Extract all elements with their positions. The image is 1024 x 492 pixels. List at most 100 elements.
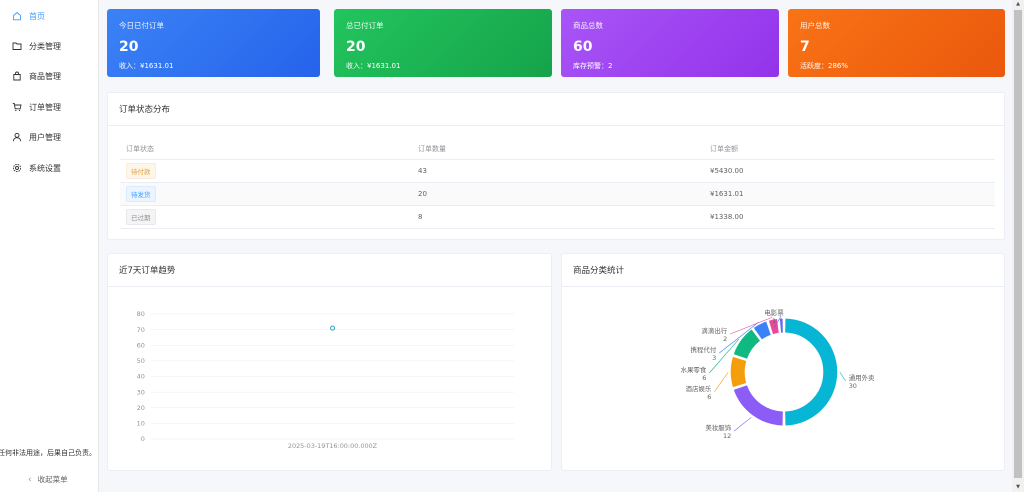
sidebar-item-label: 订单管理 (29, 102, 61, 112)
panel-title: 商品分类统计 (562, 254, 1004, 287)
slice-label: 美妆服饰 (705, 423, 731, 432)
y-tick-label: 70 (137, 326, 145, 334)
scroll-up-arrow-icon[interactable]: ▲ (1016, 1, 1020, 7)
stat-sub: 活跃度：286% (800, 62, 849, 70)
donut-slice[interactable] (784, 317, 839, 427)
sidebar-item-home[interactable]: 首页 (0, 6, 99, 26)
slice-label: 通用外卖 (849, 373, 875, 382)
donut-slice[interactable] (732, 328, 762, 360)
stat-title: 今日已付订单 (119, 21, 164, 30)
slice-value: 2 (723, 335, 727, 343)
stat-value: 60 (573, 39, 593, 55)
user-icon (12, 132, 22, 142)
order-amount: ¥1338.00 (710, 213, 744, 221)
gear-icon (12, 163, 22, 173)
donut-slice[interactable] (729, 355, 748, 389)
scroll-down-arrow-icon[interactable]: ▼ (1016, 484, 1020, 490)
vertical-scrollbar[interactable]: ▲ ▼ (1012, 0, 1024, 492)
order-trend-panel: 近7天订单趋势 0 10 20 30 40 50 60 70 80 2025-03-19T16:0… (107, 253, 552, 471)
sidebar-item-label: 分类管理 (29, 41, 61, 51)
table-row: 待付款 43 ¥5430.00 (120, 160, 995, 183)
donut-slice[interactable] (732, 384, 784, 427)
sidebar-item-settings[interactable]: 系统设置 (0, 158, 99, 178)
y-tick-label: 10 (137, 420, 145, 428)
table-header: 订单状态 订单数量 订单金额 (120, 138, 995, 160)
collapse-menu-label: 收起菜单 (37, 475, 68, 484)
label-line (773, 315, 782, 329)
slice-label: 滴滴出行 (701, 326, 727, 335)
folder-icon (12, 41, 22, 51)
y-tick-label: 50 (137, 357, 145, 365)
slice-value: 30 (849, 382, 857, 390)
cart-icon (12, 102, 22, 112)
order-status-panel: 订单状态分布 订单状态 订单数量 订单金额 待付款 43 ¥5430.00 待发… (107, 92, 1005, 240)
column-header: 订单数量 (418, 144, 446, 153)
label-line (734, 417, 752, 432)
slice-value: 6 (707, 393, 711, 401)
data-point[interactable] (329, 325, 336, 331)
stat-title: 用户总数 (800, 21, 830, 30)
home-icon (12, 11, 22, 21)
stat-title: 商品总数 (573, 21, 603, 30)
donut-slice[interactable] (767, 317, 780, 336)
stat-card-total-products: 商品总数 60 库存预警：2 (561, 9, 779, 77)
order-amount: ¥5430.00 (710, 167, 744, 175)
order-trend-chart[interactable]: 0 10 20 30 40 50 60 70 80 2025-03-19T16:00:00.000… (108, 288, 551, 471)
donut-slice[interactable] (752, 320, 772, 341)
stat-value: 20 (119, 39, 139, 55)
status-badge: 已过期 (126, 209, 156, 225)
y-tick-label: 60 (137, 341, 145, 349)
sidebar-item-users[interactable]: 用户管理 (0, 127, 99, 147)
stat-title: 总已付订单 (346, 21, 384, 30)
donut-slice[interactable] (778, 317, 784, 334)
stat-sub: 库存预警：2 (573, 62, 613, 70)
sidebar-item-categories[interactable]: 分类管理 (0, 36, 99, 56)
collapse-menu-button[interactable]: ‹ 收起菜单 (28, 474, 68, 485)
sidebar: 首页 分类管理 商品管理 订单管理 用户管理 系统设置 任何非法用途，后果自己负… (0, 0, 99, 492)
sidebar-item-label: 用户管理 (29, 132, 61, 142)
slice-label: 酒店娱乐 (685, 384, 711, 393)
stat-value: 7 (800, 39, 810, 55)
sidebar-item-products[interactable]: 商品管理 (0, 66, 99, 86)
status-badge: 待付款 (126, 163, 156, 179)
slice-label: 电影票 (764, 308, 784, 317)
y-tick-label: 40 (137, 373, 145, 381)
category-stats-panel: 商品分类统计 通用外卖 30 美妆服饰 12 酒店娱乐 6 水果零食 6 携程代付 3 滴滴出行 2 电… (561, 253, 1005, 471)
label-line (714, 371, 729, 393)
order-count: 8 (418, 213, 423, 221)
sidebar-item-label: 系统设置 (29, 163, 61, 173)
label-line (839, 371, 846, 382)
slice-value: 6 (702, 374, 706, 382)
order-status-table: 订单状态 订单数量 订单金额 待付款 43 ¥5430.00 待发货 20 ¥1… (120, 138, 995, 229)
label-line (709, 338, 740, 374)
table-row: 待发货 20 ¥1631.01 (120, 183, 995, 206)
table-row: 已过期 8 ¥1338.00 (120, 206, 995, 229)
y-tick-label: 30 (137, 388, 145, 396)
sidebar-item-label: 首页 (29, 11, 45, 21)
y-tick-label: 80 (137, 310, 145, 318)
panel-title: 近7天订单趋势 (108, 254, 551, 287)
stat-sub: 收入：¥1631.01 (119, 62, 174, 70)
slice-label: 水果零食 (681, 365, 707, 374)
scroll-thumb[interactable] (1014, 10, 1022, 478)
slice-value: 12 (723, 432, 731, 440)
stat-card-total-paid-orders: 总已付订单 20 收入：¥1631.01 (334, 9, 552, 77)
order-count: 20 (418, 190, 427, 198)
slice-label: 携程代付 (690, 345, 716, 354)
order-amount: ¥1631.01 (710, 190, 744, 198)
slice-value: 3 (712, 354, 716, 362)
stat-sub: 收入：¥1631.01 (346, 62, 401, 70)
slice-value: 1 (772, 317, 776, 325)
panel-title: 订单状态分布 (108, 93, 1004, 126)
stat-card-total-users: 用户总数 7 活跃度：286% (788, 9, 1005, 77)
label-line (719, 321, 759, 354)
x-tick-label: 2025-03-19T16:00:00.000Z (288, 442, 378, 450)
stat-value: 20 (346, 39, 366, 55)
category-donut-chart[interactable]: 通用外卖 30 美妆服饰 12 酒店娱乐 6 水果零食 6 携程代付 3 滴滴出行 2 电影票 1 (562, 288, 1004, 471)
sidebar-item-orders[interactable]: 订单管理 (0, 97, 99, 117)
order-count: 43 (418, 167, 427, 175)
main-content: 今日已付订单 20 收入：¥1631.01 总已付订单 20 收入：¥1631.… (99, 0, 1012, 492)
chevron-left-icon: ‹ (28, 474, 32, 485)
stat-card-today-paid-orders: 今日已付订单 20 收入：¥1631.01 (107, 9, 320, 77)
column-header: 订单状态 (126, 144, 154, 153)
